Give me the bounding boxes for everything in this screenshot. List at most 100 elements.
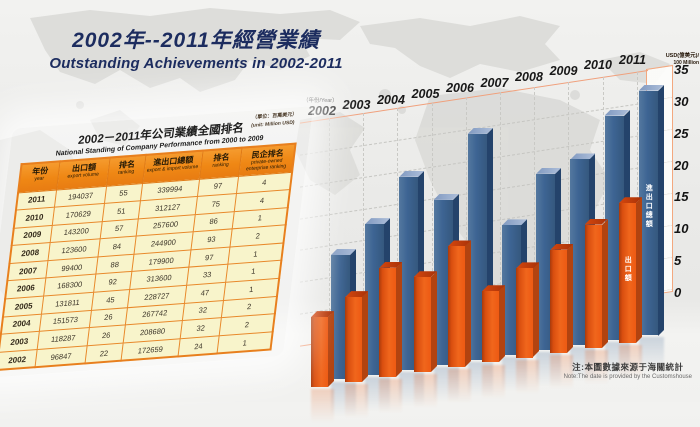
export-bar-2005 [413, 271, 437, 373]
unit-note-en: (unit: Million USD) [250, 119, 295, 129]
export-bar-2009-reflection [550, 354, 574, 393]
export-bar-2005-reflection [413, 374, 437, 413]
export-bar-2010-side [601, 218, 608, 348]
total-bar-2004-top [399, 170, 425, 177]
year-label-2006: 2006 [446, 81, 474, 96]
export-bar-2007-top [482, 285, 505, 292]
export-bar-2003-top [345, 291, 369, 298]
page-title-en: Outstanding Achievements in 2002-2011 [49, 55, 343, 72]
export-bar-2011-side [635, 197, 642, 343]
export-bar-2002-reflection [311, 389, 334, 427]
total-bar-2011-legend-label: 進出口總額 [645, 183, 653, 229]
value-cell: 172659 [121, 338, 180, 362]
total-bar-2009-reflection [570, 347, 596, 386]
export-bar-2003-face [345, 297, 363, 383]
total-bar-2010-reflection [604, 342, 630, 381]
total-bar-2011-side [657, 84, 664, 336]
total-bar-2011-top [638, 84, 664, 91]
year-label-2007: 2007 [480, 75, 509, 90]
export-bar-2002 [311, 311, 334, 387]
year-grid-line [465, 97, 467, 321]
performance-table: 年份 year 出口額 export volume 排名 ranking 進出口總額 expo… [0, 142, 297, 372]
total-bar-2003-top [365, 218, 391, 225]
export-bar-2006-reflection [447, 369, 471, 408]
total-bar-2008-top [536, 167, 562, 174]
chart-source-note: 注:本圖數據來源于海關統計 Note:The date is provided … [564, 361, 692, 380]
total-bar-2002-top [331, 248, 356, 255]
export-bar-2004-reflection [379, 379, 403, 418]
year-grid-line [534, 87, 536, 311]
total-bar-2009-top [570, 153, 596, 160]
value-cell: 24 [177, 335, 220, 357]
year-axis-caption: （年份/Year） [303, 98, 338, 104]
export-bar-2003 [345, 291, 369, 383]
column-header-year-0: 年份 year [18, 161, 61, 193]
chart-source-note-en: Note:The date is provided by the Customs… [563, 374, 692, 380]
total-bar-2011-face [638, 90, 658, 336]
export-bar-2007-face [482, 291, 499, 363]
year-grid-line [636, 71, 638, 295]
y-tick-label: 30 [674, 93, 689, 109]
export-bar-2010-face [584, 224, 602, 348]
total-bar-2006-top [467, 127, 493, 134]
export-bar-2004 [379, 261, 403, 378]
y-axis-unit-line2: 100 Million [673, 59, 699, 66]
value-cell: 96847 [35, 345, 87, 368]
total-bar-2011-reflection [638, 337, 664, 376]
export-bar-2003-reflection [345, 384, 369, 423]
y-tick-label: 15 [674, 189, 689, 205]
export-bar-2004-face [379, 267, 397, 378]
export-bar-2007-side [499, 285, 505, 363]
export-bar-2011-legend-label: 出口額 [624, 256, 632, 284]
export-bar-2007 [482, 285, 505, 363]
total-bar-2010-top [604, 109, 630, 116]
year-grid-line [602, 76, 604, 300]
total-bar-2007-top [502, 219, 527, 226]
export-bar-2002-side [328, 311, 334, 387]
year-grid-line [397, 107, 399, 331]
column-header-export-1: 出口額 export volume [56, 157, 110, 190]
y-tick-label: 20 [674, 157, 689, 173]
export-bar-2010-reflection [584, 349, 608, 388]
total-bar-2008-reflection [536, 352, 562, 391]
export-bar-2011-face [618, 203, 636, 343]
total-bar-2005-reflection [433, 366, 459, 405]
column-header-ranking-2: 排名 ranking [106, 154, 147, 186]
y-axis-unit-line1: USD(億美元)/ [665, 53, 699, 59]
year-grid-line [500, 92, 501, 316]
year-label-2010: 2010 [584, 58, 612, 73]
export-bar-2008-top [516, 262, 540, 269]
page-title: 2002年--2011年經營業績 Outstanding Achievement… [28, 24, 364, 72]
column-header-ranking-4: 排名 ranking [199, 147, 243, 179]
export-bar-2004-top [379, 261, 403, 268]
year-label-2004: 2004 [377, 92, 405, 107]
year-grid-line [568, 81, 570, 305]
export-bar-2005-face [413, 277, 431, 373]
total-bar-2006-reflection [467, 361, 493, 400]
export-bar-2006-side [464, 240, 471, 368]
export-bar-2004-side [396, 261, 403, 378]
export-bar-2002-face [311, 317, 328, 387]
export-bar-2011: 出口額 [618, 197, 642, 343]
year-label-2008: 2008 [515, 69, 543, 84]
export-bar-2007-reflection [482, 364, 505, 403]
y-tick-label: 0 [674, 285, 682, 301]
export-bar-2009-face [550, 249, 568, 353]
year-grid-line [431, 102, 433, 326]
year-grid-line [329, 118, 330, 342]
year-label-2009: 2009 [549, 64, 578, 79]
total-bar-2011: 進出口總額 [638, 84, 664, 336]
export-bar-2011-reflection [618, 344, 642, 383]
export-bar-2003-side [362, 291, 369, 383]
export-bar-2008-face [516, 268, 534, 358]
year-label-2002: 2002 [308, 104, 336, 118]
year-cell: 2002 [0, 349, 38, 371]
export-bar-2005-top [413, 271, 437, 278]
export-bar-2009-side [567, 243, 574, 353]
export-bar-2006-face [447, 246, 465, 368]
export-bar-2011-top [618, 197, 642, 204]
column-header-private-owned-5: 民企排名 private-owned enterprise ranking [238, 143, 296, 176]
y-axis-unit-label: USD(億美元)/ 100 Million [647, 53, 699, 66]
export-bar-2005-side [430, 271, 437, 373]
y-tick-label: 35 [674, 62, 689, 77]
